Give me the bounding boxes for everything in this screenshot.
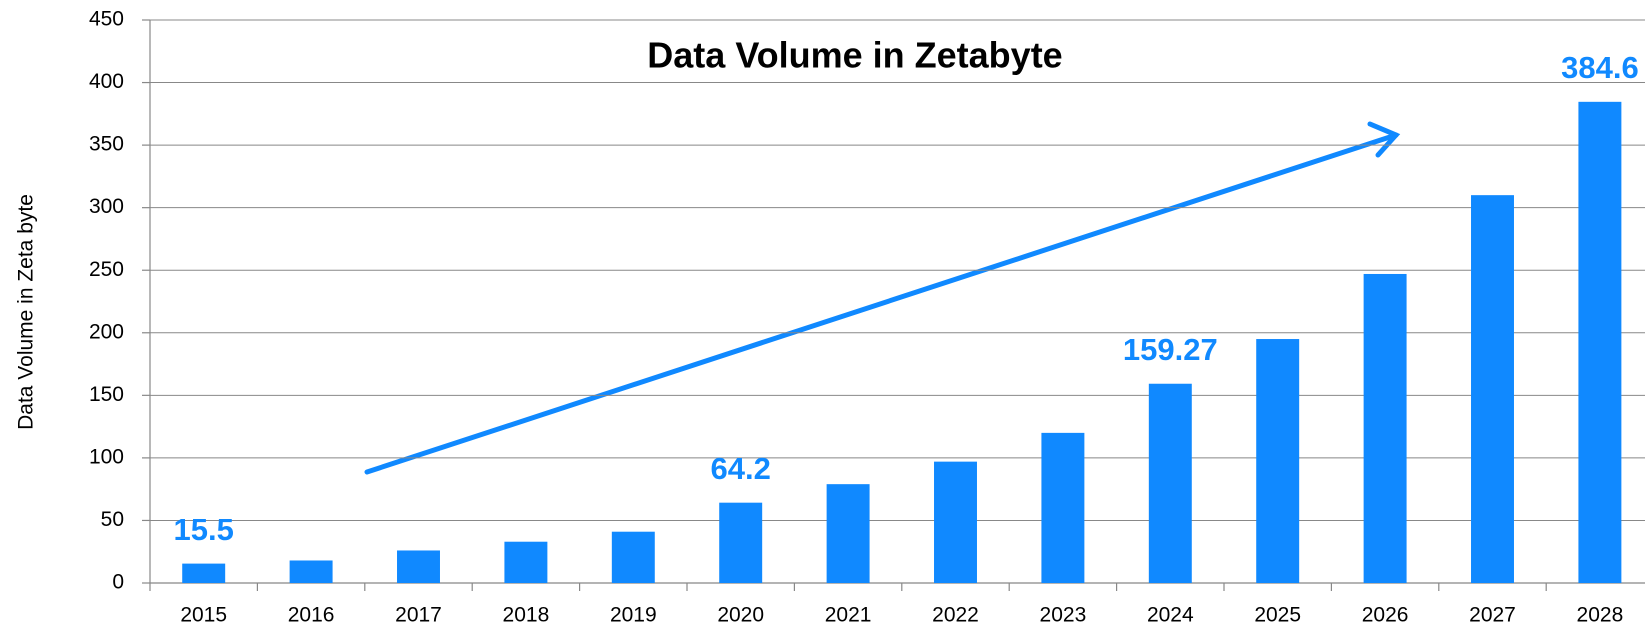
bar xyxy=(1363,273,1407,583)
y-tick-label: 400 xyxy=(89,70,124,93)
trend-arrow xyxy=(364,121,1401,475)
bar xyxy=(934,461,977,583)
chart-title: Data Volume in Zetabyte xyxy=(647,35,1062,76)
x-tick-label: 2018 xyxy=(503,604,550,627)
x-tick-label: 2016 xyxy=(288,604,335,627)
x-tick-label: 2024 xyxy=(1147,604,1194,627)
value-label: 159.27 xyxy=(1123,332,1218,367)
y-tick-label: 50 xyxy=(101,508,124,531)
bar xyxy=(1041,432,1085,583)
x-tick-label: 2023 xyxy=(1040,604,1087,627)
y-tick-label: 300 xyxy=(89,195,124,218)
value-label: 384.6 xyxy=(1561,50,1639,85)
x-tick-label: 2027 xyxy=(1469,604,1516,627)
value-label: 15.5 xyxy=(174,512,234,547)
y-tick-label: 200 xyxy=(89,320,124,343)
bar xyxy=(1148,383,1192,583)
value-label: 64.2 xyxy=(711,451,771,486)
x-tick-label: 2022 xyxy=(932,604,979,627)
y-tick-label: 250 xyxy=(89,258,124,281)
bar xyxy=(504,541,548,583)
x-tick-label: 2028 xyxy=(1577,604,1624,627)
bar xyxy=(611,531,655,583)
x-tick-label: 2015 xyxy=(180,604,227,627)
bar xyxy=(289,560,333,583)
x-tick-label: 2019 xyxy=(610,604,657,627)
bar xyxy=(826,484,870,583)
bar xyxy=(1471,195,1514,583)
x-tick-label: 2017 xyxy=(395,604,442,627)
x-tick-label: 2020 xyxy=(717,604,764,627)
x-tick-label: 2026 xyxy=(1362,604,1409,627)
y-axis-label: Data Volume in Zeta byte xyxy=(15,194,38,430)
x-tick-label: 2025 xyxy=(1254,604,1301,627)
y-tick-label: 150 xyxy=(89,383,124,406)
bar xyxy=(182,563,226,583)
y-tick-label: 350 xyxy=(89,133,124,156)
bar xyxy=(719,502,763,583)
y-tick-label: 100 xyxy=(89,445,124,468)
x-tick-label: 2021 xyxy=(825,604,872,627)
y-tick-label: 450 xyxy=(89,8,124,31)
bar xyxy=(397,550,440,583)
bar xyxy=(1578,101,1622,584)
bar xyxy=(1256,339,1300,583)
y-tick-label: 0 xyxy=(112,571,124,594)
